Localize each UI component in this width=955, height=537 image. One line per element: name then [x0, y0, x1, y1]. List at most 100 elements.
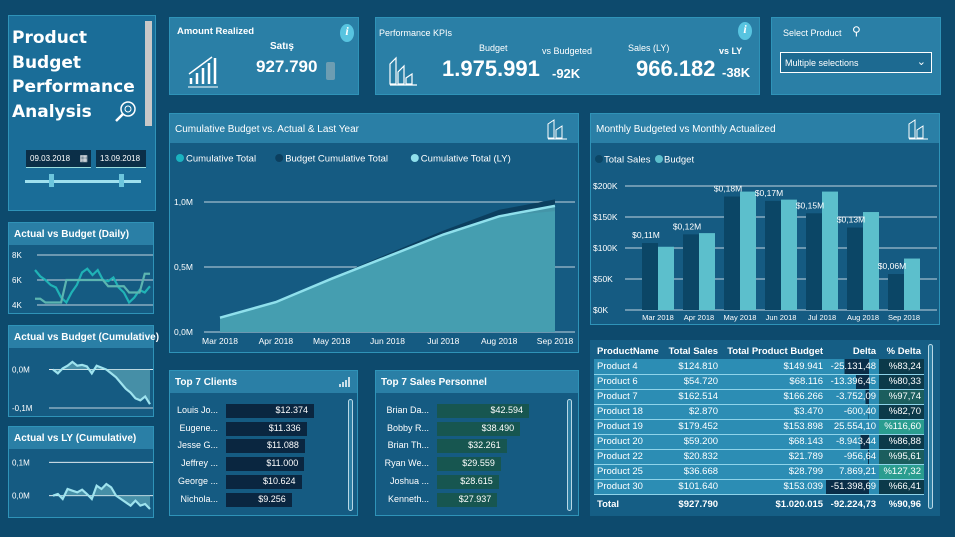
legend-label: Cumulative Total: [186, 154, 256, 165]
table-total-row: Total $927.790 $1.020.015 -92.224,73 %90,96: [594, 494, 924, 511]
cum-ly-panel: Actual vs LY (Cumulative) 0,0M 0,1M: [8, 426, 154, 518]
calendar-icon[interactable]: ▦: [79, 153, 88, 163]
table-row[interactable]: Product 4 $124.810 $149.941 -25.131,48 %83,2…: [594, 359, 924, 374]
table-row[interactable]: Product 19 $179.452 $153.898 25.554,10 %116,…: [594, 419, 924, 434]
slider-handle-start[interactable]: [49, 174, 54, 187]
table-cell: Product 6: [597, 376, 638, 387]
ly-area: [220, 205, 555, 332]
legend-marker: [176, 154, 184, 162]
daily-panel: Actual vs Budget (Daily) 4K 6K 8K: [8, 222, 154, 314]
sales-bar: [888, 274, 904, 310]
table-cell: -600,40: [826, 404, 880, 419]
delta-area: [53, 361, 150, 405]
budget-bar: [781, 199, 797, 310]
table-cell: -51.398,69: [826, 479, 880, 494]
budget-bar: [822, 191, 838, 310]
table-cell: $179.452: [678, 421, 719, 432]
report-title: Product Budget Performance Analysis: [12, 26, 135, 124]
chart-title: Actual vs LY (Cumulative): [9, 427, 153, 449]
cum-budget-panel: Actual vs Budget (Cumulative) -0,1M 0,0M: [8, 325, 159, 417]
scrollbar[interactable]: [145, 21, 152, 126]
monthly-chart-panel: Monthly Budgeted vs Monthly Actualized T…: [590, 113, 940, 325]
x-tick-label: Aug 2018: [481, 336, 518, 346]
magnifier-target-icon: [115, 101, 136, 122]
table-cell: -3.752,09: [826, 389, 880, 404]
budget-bar: [863, 212, 879, 310]
x-tick-label: Jul 2018: [427, 336, 459, 346]
product-dropdown[interactable]: Multiple selections ⌄: [780, 52, 932, 73]
cum-budget-area-chart: -0,1M 0,0M: [12, 360, 153, 413]
series-line: [52, 482, 151, 510]
dropdown-value: Multiple selections: [785, 58, 859, 68]
cumulative-area-chart: Cumulative Total Budget Cumulative Total C…: [174, 154, 575, 346]
daily-line-chart: 4K 6K 8K: [12, 251, 153, 310]
table-cell: 25.554,10: [833, 421, 877, 432]
table-cell: $20.832: [683, 451, 719, 462]
info-icon[interactable]: i: [340, 24, 354, 42]
clients-scrollbar[interactable]: [348, 399, 353, 511]
date-to: 13.09.2018: [100, 154, 141, 163]
date-from-input[interactable]: 09.03.2018 ▦: [26, 150, 91, 168]
info-icon[interactable]: i: [738, 22, 752, 40]
table-row[interactable]: Product 6 $54.720 $68.116 -13.396,45 %80,33: [594, 374, 924, 389]
table-row[interactable]: Product 18 $2.870 $3.470 -600,40 %82,70: [594, 404, 924, 419]
sales-bar: [642, 243, 658, 310]
coins-icon: [326, 62, 335, 80]
personnel-scrollbar[interactable]: [567, 399, 572, 511]
table-cell: Product 18: [597, 406, 643, 417]
table-row[interactable]: Product 30 $101.640 $153.039 -51.398,69 %66,…: [594, 479, 924, 494]
bar-value: $32.261: [437, 439, 507, 454]
date-to-input[interactable]: 13.09.2018: [96, 150, 146, 168]
bar-value: $29.559: [437, 457, 501, 472]
table-cell: %86,88: [879, 434, 924, 449]
legend-label: Budget: [664, 155, 694, 166]
table-cell: Product 7: [597, 391, 638, 402]
bar-value: $28.615: [437, 474, 499, 489]
date-from: 09.03.2018: [30, 154, 71, 163]
slider-handle-end[interactable]: [119, 174, 124, 187]
table-scrollbar[interactable]: [928, 344, 933, 509]
sales-bar: [765, 200, 781, 310]
data-label: $0,12M: [673, 221, 701, 231]
table-row[interactable]: Product 25 $36.668 $28.799 7.869,21 %127,32: [594, 464, 924, 479]
table-cell: Product 22: [597, 451, 643, 462]
table-cell: $59.200: [683, 436, 719, 447]
x-tick-label: May 2018: [313, 336, 351, 346]
data-label: $0,06M: [878, 261, 906, 271]
table-row[interactable]: Product 22 $20.832 $21.789 -956,64 %95,61: [594, 449, 924, 464]
search-icon[interactable]: ⚲: [852, 24, 861, 38]
bar-name: Brian Da...: [386, 405, 429, 415]
total-cell: Total: [597, 498, 619, 510]
column-header[interactable]: Total Product Budget: [727, 346, 824, 357]
chart-icon: [908, 119, 928, 140]
bar-value: $12.374: [226, 404, 314, 418]
bar-chart-icon: [339, 377, 350, 387]
bar-name: Nichola...: [180, 493, 218, 504]
table-cell: $3.470: [794, 406, 824, 417]
top-clients-panel: Top 7 Clients Louis Jo... $12.374 Eugene..…: [169, 370, 358, 516]
y-tick-label: 0,0M: [12, 366, 30, 375]
column-header[interactable]: Delta: [852, 346, 877, 357]
column-header[interactable]: Total Sales: [668, 346, 719, 357]
column-header[interactable]: % Delta: [886, 346, 921, 357]
y-tick-label: 0,0M: [174, 327, 193, 337]
x-tick-label: Apr 2018: [684, 313, 714, 322]
x-tick-label: Mar 2018: [642, 313, 674, 322]
vs-ly-label: vs LY: [719, 46, 743, 56]
table-row[interactable]: Product 7 $162.514 $166.266 -3.752,09 %97,74: [594, 389, 924, 404]
column-header[interactable]: ProductName: [597, 346, 659, 357]
x-tick-label: Sep 2018: [537, 336, 574, 346]
table-cell: $54.720: [683, 376, 719, 387]
data-label: $0,15M: [796, 200, 824, 210]
legend-marker: [275, 154, 284, 162]
performance-kpis-card: Performance KPIs i Budget 1.975.991 vs B…: [375, 17, 760, 95]
chart-icon: [547, 119, 567, 140]
table-cell: $28.799: [788, 466, 824, 477]
date-slider-track[interactable]: [25, 180, 141, 183]
table-cell: $101.640: [678, 481, 719, 492]
data-label: $0,17M: [755, 188, 783, 198]
table-cell: %66,41: [879, 479, 924, 494]
table-row[interactable]: Product 20 $59.200 $68.143 -8.943,44 %86,88: [594, 434, 924, 449]
card-title: Performance KPIs: [379, 28, 453, 38]
x-tick-label: Jul 2018: [808, 313, 836, 322]
